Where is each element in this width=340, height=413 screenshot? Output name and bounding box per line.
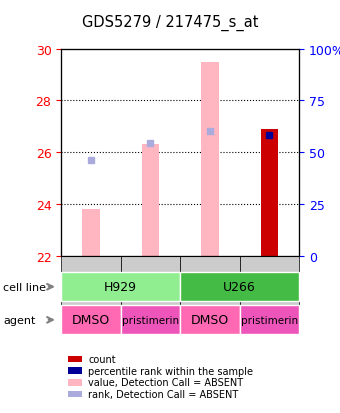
Text: percentile rank within the sample: percentile rank within the sample (88, 366, 253, 376)
Bar (260, 130, 278, 256)
Text: DMSO: DMSO (72, 313, 110, 327)
Text: count: count (88, 354, 116, 364)
Text: DMSO: DMSO (191, 313, 229, 327)
Text: U266: U266 (223, 280, 256, 294)
Text: H929: H929 (104, 280, 137, 294)
Text: pristimerin: pristimerin (241, 315, 298, 325)
Text: cell line: cell line (3, 282, 46, 292)
Bar (141, 145, 159, 256)
Text: value, Detection Call = ABSENT: value, Detection Call = ABSENT (88, 377, 243, 387)
Text: agent: agent (3, 315, 36, 325)
Bar (201, 62, 219, 256)
Text: pristimerin: pristimerin (122, 315, 179, 325)
Text: GDS5279 / 217475_s_at: GDS5279 / 217475_s_at (82, 14, 258, 31)
Bar (82, 210, 100, 256)
Text: rank, Detection Call = ABSENT: rank, Detection Call = ABSENT (88, 389, 239, 399)
